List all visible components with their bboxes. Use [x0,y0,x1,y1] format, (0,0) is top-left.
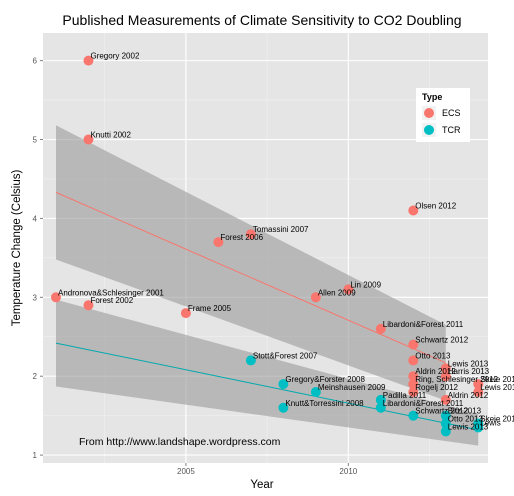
point-label-ecs: Aldrin 2012 [415,367,456,376]
x-tick-label: 2010 [339,467,357,476]
point-ecs [473,386,484,397]
point-tcr [278,379,289,390]
point-label-ecs: Schwartz 2012 [415,336,468,345]
point-label-tcr: Gregory&Forster 2008 [285,375,365,384]
point-ecs [408,339,419,350]
point-label-tcr: Lewis [480,418,500,427]
x-axis-ticks: 2005 2010 [177,463,358,476]
legend-label-ecs: ECS [442,108,461,118]
point-label-ecs: Lin 2009 [350,280,381,289]
point-label-ecs: Frame 2005 [188,304,232,313]
point-tcr [375,394,386,405]
y-tick-label: 6 [33,57,38,66]
y-tick-label: 3 [33,293,38,302]
point-label-ecs: Otto 2013 [415,351,451,360]
point-label-tcr: Lewis 2013 [448,422,489,431]
point-tcr [278,402,289,413]
point-labels: Gregory 2002 Knutti 2002 Andronova&Schlesi… [58,52,514,432]
point-ecs [440,394,451,405]
legend-entry-ecs: ECS [422,106,461,120]
point-tcr [408,410,419,421]
point-label-tcr: Schwartz 2012 [415,407,468,416]
point-label-ecs: Lewis 2013 [480,383,514,392]
point-ecs [473,379,484,390]
legend-title: Type [422,92,442,102]
point-label-ecs: Tomassini 2007 [253,225,309,234]
y-tick-label: 5 [33,136,38,145]
point-label-tcr: Knutt&Torressini 2008 [285,399,364,408]
point-label-ecs: Aldrin 2012 [448,391,489,400]
point-label-tcr: Bitz 2013 [448,407,482,416]
point-label-ecs: Olsen 2012 [415,202,456,211]
point-tcr [440,410,451,421]
x-axis-title: Year [250,479,273,491]
fit-line-ecs [55,191,446,364]
point-label-tcr: Meinshausen 2009 [318,383,386,392]
point-ecs [440,363,451,374]
point-label-tcr: Skeie 2013 [480,415,514,424]
confidence-band-tcr [55,299,479,446]
confidence-band-ecs [55,125,446,401]
point-ecs [180,308,191,319]
point-ecs [83,55,94,66]
legend-entry-tcr: TCR [422,123,461,137]
point-ecs [343,284,354,295]
point-tcr [440,418,451,429]
point-ecs [408,355,419,366]
point-ecs [83,300,94,311]
data-points [50,55,484,437]
source-annotation: From http://www.landshape.wordpress.com [79,436,281,448]
point-ecs [408,386,419,397]
point-tcr [440,426,451,437]
point-label-ecs: Libardoni&Forest 2011 [383,320,464,329]
point-ecs [408,205,419,216]
fit-lines [55,191,479,431]
point-tcr [473,422,484,433]
point-label-ecs: Ring, Schlesinger 2012 [415,375,498,384]
point-tcr [245,355,256,366]
point-label-ecs: Andronova&Schlesinger 2001 [58,288,164,297]
point-label-ecs: Harris 2013 [448,367,490,376]
point-label-ecs: Lewis 2013 [448,359,489,368]
x-tick-label: 2005 [177,467,195,476]
legend-key-ecs [424,108,434,118]
point-ecs [375,323,386,334]
point-label-tcr: Libardoni&Forest 2011 [383,399,464,408]
point-ecs [245,229,256,240]
point-ecs [310,292,321,303]
point-ecs [440,371,451,382]
point-label-ecs: Forest 2006 [220,233,263,242]
chart-title: Published Measurements of Climate Sensit… [62,12,461,28]
point-ecs [408,379,419,390]
y-axis-ticks: 1 2 3 4 5 6 [33,57,43,460]
point-label-tcr: Otto 2013 [448,415,484,424]
point-label-ecs: Forest 2002 [90,296,133,305]
legend-key-tcr [424,125,434,135]
y-tick-label: 1 [33,451,38,460]
legend-label-tcr: TCR [442,125,461,135]
point-label-tcr: Padilla 2011 [383,391,427,400]
y-tick-label: 2 [33,372,38,381]
point-tcr [310,386,321,397]
point-label-ecs: Skeie 2013 [480,375,514,384]
y-axis-title: Temperature Change (Celsius) [11,170,23,327]
point-label-tcr: Stott&Forest 2007 [253,351,318,360]
point-label-ecs: Allen 2009 [318,288,356,297]
y-tick-label: 4 [33,214,38,223]
point-label-ecs: Knutti 2002 [90,131,131,140]
legend: Type ECS TCR [416,88,470,142]
point-ecs [83,134,94,145]
point-ecs [50,292,61,303]
point-ecs [213,237,224,248]
fit-line-tcr [55,342,479,431]
confidence-bands [55,125,479,446]
point-label-ecs: Rogelj 2012 [415,383,458,392]
point-tcr [375,402,386,413]
point-ecs [408,371,419,382]
point-label-ecs: Gregory 2002 [90,52,139,61]
